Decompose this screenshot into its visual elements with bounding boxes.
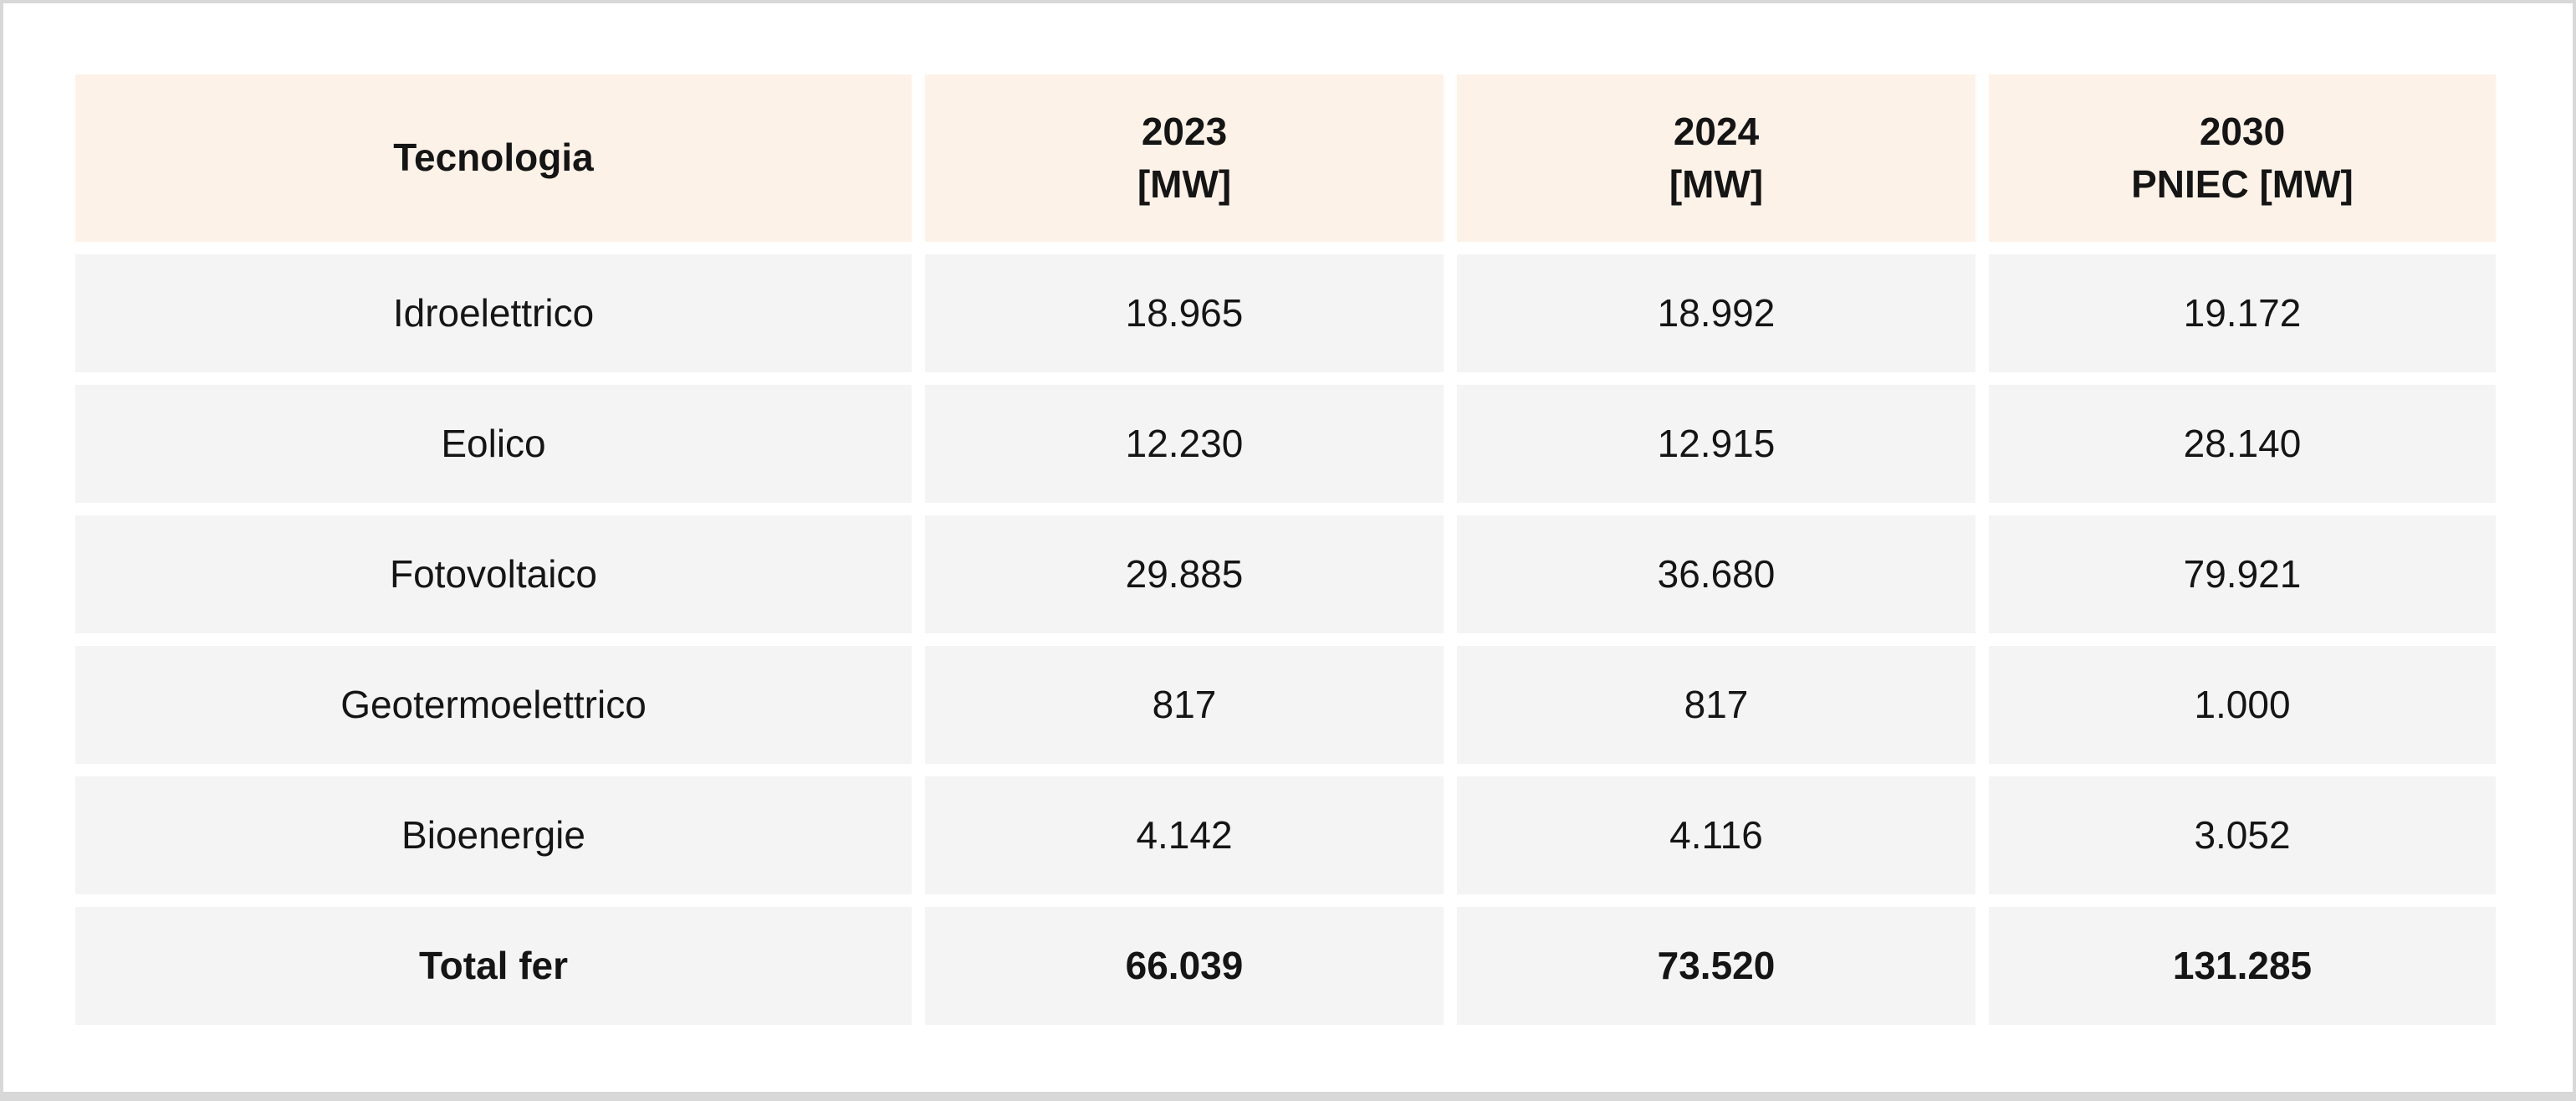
- header-line2: [MW]: [1137, 162, 1232, 206]
- header-cell-tecnologia: Tecnologia: [75, 74, 912, 242]
- header-cell-2023: 2023 [MW]: [925, 74, 1444, 242]
- row-label-total-fer: Total fer: [75, 907, 912, 1025]
- capacity-table: Tecnologia 2023 [MW] 2024 [MW] 2030 PNIE…: [75, 74, 2496, 1025]
- row-label-eolico: Eolico: [75, 385, 912, 503]
- header-line1: 2030: [2199, 109, 2286, 153]
- cell-bioenergie-2030: 3.052: [1989, 776, 2496, 894]
- header-line1: Tecnologia: [393, 136, 594, 180]
- cell-fotovoltaico-2024: 36.680: [1457, 515, 1975, 633]
- header-cell-2024: 2024 [MW]: [1457, 74, 1975, 242]
- header-cell-2030-pniec: 2030 PNIEC [MW]: [1989, 74, 2496, 242]
- row-label-idroelettrico: Idroelettrico: [75, 254, 912, 372]
- cell-geotermoelettrico-2024: 817: [1457, 646, 1975, 764]
- header-line1: 2023: [1141, 109, 1228, 153]
- row-label-bioenergie: Bioenergie: [75, 776, 912, 894]
- header-line2: [MW]: [1669, 162, 1764, 206]
- cell-fotovoltaico-2023: 29.885: [925, 515, 1444, 633]
- cell-total-fer-2023: 66.039: [925, 907, 1444, 1025]
- header-line1: 2024: [1673, 109, 1760, 153]
- cell-idroelettrico-2023: 18.965: [925, 254, 1444, 372]
- cell-fotovoltaico-2030: 79.921: [1989, 515, 2496, 633]
- cell-geotermoelettrico-2023: 817: [925, 646, 1444, 764]
- cell-idroelettrico-2030: 19.172: [1989, 254, 2496, 372]
- cell-total-fer-2024: 73.520: [1457, 907, 1975, 1025]
- cell-bioenergie-2024: 4.116: [1457, 776, 1975, 894]
- header-line2: PNIEC [MW]: [2131, 162, 2354, 206]
- cell-eolico-2024: 12.915: [1457, 385, 1975, 503]
- cell-total-fer-2030: 131.285: [1989, 907, 2496, 1025]
- row-label-fotovoltaico: Fotovoltaico: [75, 515, 912, 633]
- cell-geotermoelettrico-2030: 1.000: [1989, 646, 2496, 764]
- row-label-geotermoelettrico: Geotermoelettrico: [75, 646, 912, 764]
- cell-eolico-2023: 12.230: [925, 385, 1444, 503]
- cell-bioenergie-2023: 4.142: [925, 776, 1444, 894]
- cell-idroelettrico-2024: 18.992: [1457, 254, 1975, 372]
- cell-eolico-2030: 28.140: [1989, 385, 2496, 503]
